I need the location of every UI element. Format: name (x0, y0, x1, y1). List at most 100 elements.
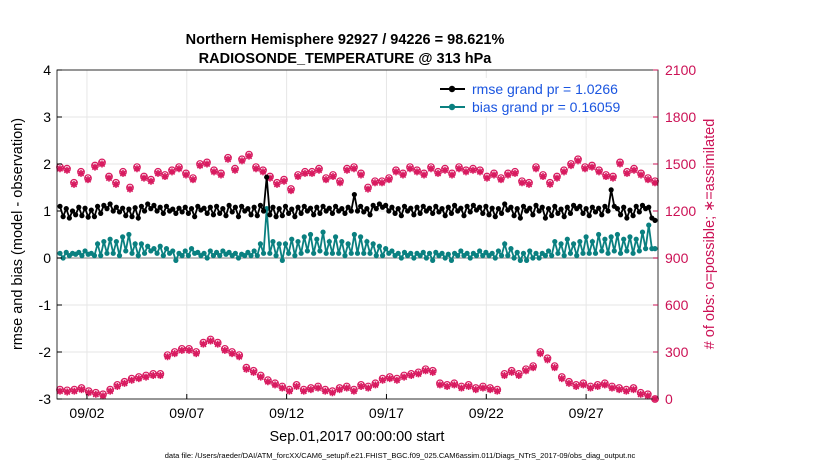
assimilated-count-marker (622, 387, 630, 395)
bias-point (467, 255, 473, 261)
rmse-point (257, 202, 264, 208)
bias-point (348, 250, 354, 256)
bias-point (552, 238, 558, 245)
rmse-point (408, 205, 414, 211)
assimilated-count-marker (529, 364, 537, 372)
rmse-point (141, 208, 148, 214)
rmse-point (129, 214, 135, 220)
bias-point (257, 241, 264, 247)
rmse-point (464, 203, 470, 209)
rmse-point (320, 203, 326, 209)
bias-point (160, 253, 166, 259)
bias-point (483, 249, 489, 255)
bias-point (217, 253, 223, 259)
assimilated-count-marker (336, 386, 344, 394)
assimilated-count-marker (300, 387, 308, 395)
rmse-point (395, 206, 401, 212)
rmse-point (608, 187, 614, 193)
rmse-point (254, 213, 260, 219)
rmse-point (217, 210, 223, 216)
rmse-point (60, 214, 66, 220)
bias-point (182, 248, 188, 254)
rmse-point (401, 203, 408, 209)
rmse-point (138, 203, 145, 209)
rmse-point (536, 208, 542, 214)
bias-point (248, 253, 254, 259)
bias-point (574, 253, 580, 259)
rmse-point (239, 203, 245, 209)
assimilated-count-marker (595, 168, 603, 176)
right-tick-label: 1800 (665, 109, 696, 125)
assimilated-count-marker (257, 373, 265, 381)
assimilated-count-marker (551, 364, 559, 372)
rmse-point (207, 204, 213, 210)
rmse-point (614, 206, 621, 212)
assimilated-count-marker (581, 165, 589, 173)
rmse-point (317, 210, 323, 216)
bias-point (179, 253, 185, 259)
rmse-point (66, 215, 72, 221)
assimilated-count-marker (469, 166, 477, 174)
bias-point (63, 249, 69, 255)
bias-point (311, 250, 317, 256)
rmse-point (88, 207, 94, 213)
bias-point (639, 229, 646, 235)
bias-point (592, 250, 599, 256)
bias-point (411, 255, 417, 261)
right-tick-label: 2100 (665, 62, 696, 78)
assimilated-count-marker (154, 169, 162, 177)
assimilated-count-marker (343, 166, 351, 174)
assimilated-count-marker (476, 168, 484, 176)
rmse-point (426, 205, 433, 211)
left-tick-label: 0 (43, 250, 51, 266)
bias-point (204, 255, 210, 261)
assimilated-count-marker (493, 387, 501, 395)
assimilated-count-marker (92, 390, 100, 398)
bias-point (351, 231, 357, 238)
rmse-point (157, 204, 163, 210)
assimilated-count-marker (379, 376, 387, 384)
bias-point (489, 250, 495, 256)
assimilated-count-marker (63, 166, 71, 174)
assimilated-count-marker (616, 160, 624, 168)
rmse-point (442, 213, 448, 219)
assimilated-count-marker (608, 384, 616, 392)
rmse-point (439, 206, 445, 212)
rmse-point (342, 210, 348, 216)
bias-point (376, 243, 383, 249)
assimilated-count-marker (322, 176, 330, 184)
assimilated-count-marker (307, 386, 315, 394)
assimilated-count-marker (287, 187, 295, 195)
assimilated-count-marker (637, 171, 645, 179)
rmse-point (113, 204, 119, 210)
bias-point (439, 250, 445, 256)
assimilated-count-marker (217, 171, 225, 179)
rmse-point (176, 205, 182, 211)
bias-point (295, 238, 301, 245)
assimilated-count-marker (175, 165, 183, 173)
bias-point (373, 253, 379, 259)
bias-point (60, 255, 66, 261)
assimilated-count-marker (135, 375, 143, 383)
bias-point (564, 236, 570, 242)
bias-point (561, 253, 567, 259)
rmse-point (154, 208, 160, 214)
rmse-point (160, 210, 166, 216)
assimilated-count-marker (371, 381, 379, 389)
bias-point (361, 250, 367, 256)
assimilated-count-marker (413, 168, 421, 176)
bias-point (420, 249, 426, 255)
assimilated-count-marker (399, 171, 407, 179)
bias-point (210, 253, 217, 259)
bias-point (126, 231, 132, 238)
rmse-point (398, 213, 404, 219)
bias-point (458, 248, 464, 254)
assimilated-count-marker (644, 392, 652, 400)
rmse-point (326, 205, 332, 211)
bias-point (320, 229, 326, 235)
rmse-point (458, 205, 464, 211)
bias-point (423, 255, 429, 261)
rmse-point (314, 204, 320, 210)
assimilated-count-marker (385, 176, 393, 184)
bias-point (251, 248, 257, 254)
